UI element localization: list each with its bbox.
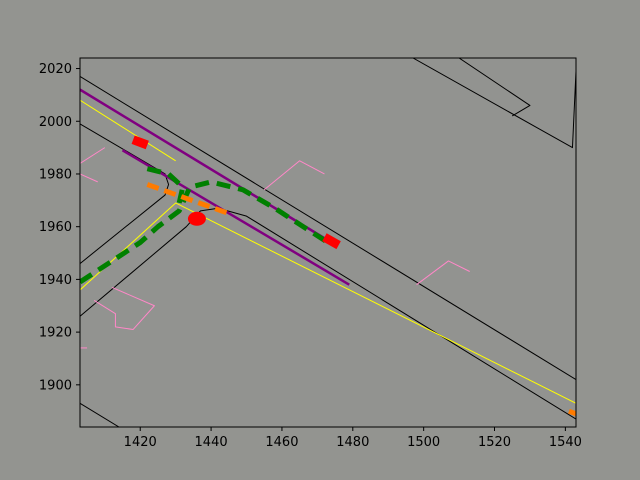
- y-tick-label: 2000: [39, 115, 72, 130]
- crosswalk-series-12: [93, 286, 155, 330]
- y-tick-label: 1920: [39, 326, 72, 341]
- x-tick-label: 1440: [195, 435, 228, 450]
- crosswalk-series-8: [80, 147, 106, 164]
- map-layer: [80, 58, 576, 427]
- y-tick-label: 1980: [39, 167, 72, 182]
- x-tick-label: 1520: [478, 435, 511, 450]
- axes-frame: [79, 57, 577, 428]
- ego-vehicle-series-20: [131, 135, 149, 150]
- x-tick-label: 1480: [336, 435, 369, 450]
- y-tick-label: 1940: [39, 273, 72, 288]
- trajectory-series-16: [80, 179, 330, 285]
- y-tick-label: 2020: [39, 62, 72, 77]
- x-axis: 1420 1440 1460 1480 1500 1520 1540: [124, 427, 582, 450]
- x-tick-label: 1500: [407, 435, 440, 450]
- x-tick-label: 1420: [124, 435, 157, 450]
- ego-vehicle-series-21: [322, 233, 341, 250]
- agent-history-series-18: [146, 182, 230, 216]
- road-boundary-series-3: [80, 402, 120, 427]
- road-boundary-series-0: [80, 76, 576, 380]
- road-boundary-series-5: [458, 58, 531, 117]
- crosswalk-series-11: [416, 260, 470, 286]
- x-tick-label: 1460: [265, 435, 298, 450]
- crosswalk-series-9: [80, 173, 98, 183]
- agent-history-series-19: [568, 408, 576, 417]
- road-boundary-series-2: [80, 207, 576, 420]
- lane-center-series-7: [80, 202, 576, 404]
- y-tick-label: 1900: [39, 378, 72, 393]
- lane-center-series-6: [80, 99, 176, 162]
- x-tick-label: 1540: [549, 435, 582, 450]
- route-series-14: [80, 88, 333, 244]
- road-boundary-series-4: [412, 58, 576, 149]
- trajectory-series-17: [146, 166, 186, 204]
- y-axis: 1900 1920 1940 1960 1980 2000 2020: [39, 62, 80, 393]
- other-vehicle-series-22: [187, 211, 206, 226]
- crosswalk-series-10: [263, 160, 325, 191]
- y-tick-label: 1960: [39, 220, 72, 235]
- road-boundary-series-1: [80, 123, 170, 264]
